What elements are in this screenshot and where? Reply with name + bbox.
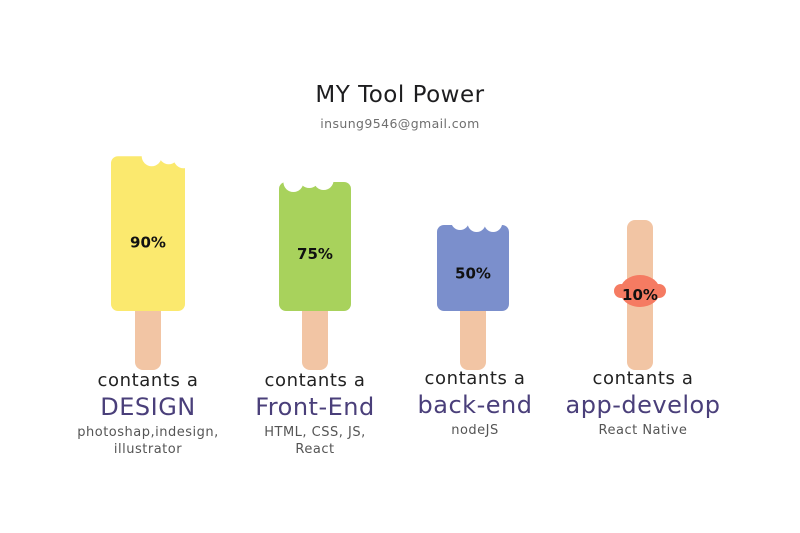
tools-line: nodeJS — [451, 423, 499, 438]
bar-value — [111, 156, 185, 311]
caption-design: contants a DESIGN photoshap,indesign, il… — [58, 370, 238, 458]
bite-mark — [313, 170, 334, 190]
blob-lobe — [652, 284, 666, 298]
tools-line: photoshap,indesign, — [77, 425, 219, 440]
blob-lobe — [614, 284, 628, 298]
page-title: MY Tool Power — [315, 82, 485, 108]
popsicle-3: 50% — [437, 212, 509, 370]
tools-line: HTML, CSS, JS, — [264, 425, 366, 440]
bite-mark — [283, 172, 304, 192]
bar-value — [620, 275, 660, 307]
caption-heading: contants a — [97, 370, 199, 391]
contact-email: insung9546@gmail.com — [320, 116, 480, 131]
data-label: 50% — [455, 264, 491, 282]
category-label-app-develop: app-develop — [565, 391, 721, 419]
category-label-back-end: back-end — [417, 391, 533, 419]
caption-back-end: contants a back-end nodeJS — [385, 368, 565, 439]
popsicle-4: 10% — [614, 220, 666, 370]
bar-value — [279, 182, 351, 311]
bite-mark — [484, 214, 503, 232]
data-label: 90% — [130, 233, 166, 251]
caption-front-end: contants a Front-End HTML, CSS, JS, Reac… — [225, 370, 405, 458]
caption-heading: contants a — [424, 368, 526, 389]
bite-mark — [451, 212, 470, 230]
bite-mark — [173, 148, 194, 169]
popsicle-2: 75% — [279, 168, 351, 370]
popsicle-1: 90% — [111, 144, 194, 370]
tools-line: illustrator — [113, 442, 183, 457]
tools-line: React — [295, 442, 335, 457]
bite-mark — [141, 146, 162, 167]
caption-heading: contants a — [592, 368, 694, 389]
category-label-design: DESIGN — [100, 393, 196, 421]
caption-app-develop: contants a app-develop React Native — [553, 368, 733, 439]
data-label: 10% — [622, 286, 658, 304]
bar-value — [437, 225, 509, 311]
data-label: 75% — [297, 245, 333, 263]
category-label-front-end: Front-End — [255, 393, 375, 421]
caption-heading: contants a — [264, 370, 366, 391]
tools-line: React Native — [598, 423, 688, 438]
bite-mark — [467, 214, 486, 232]
